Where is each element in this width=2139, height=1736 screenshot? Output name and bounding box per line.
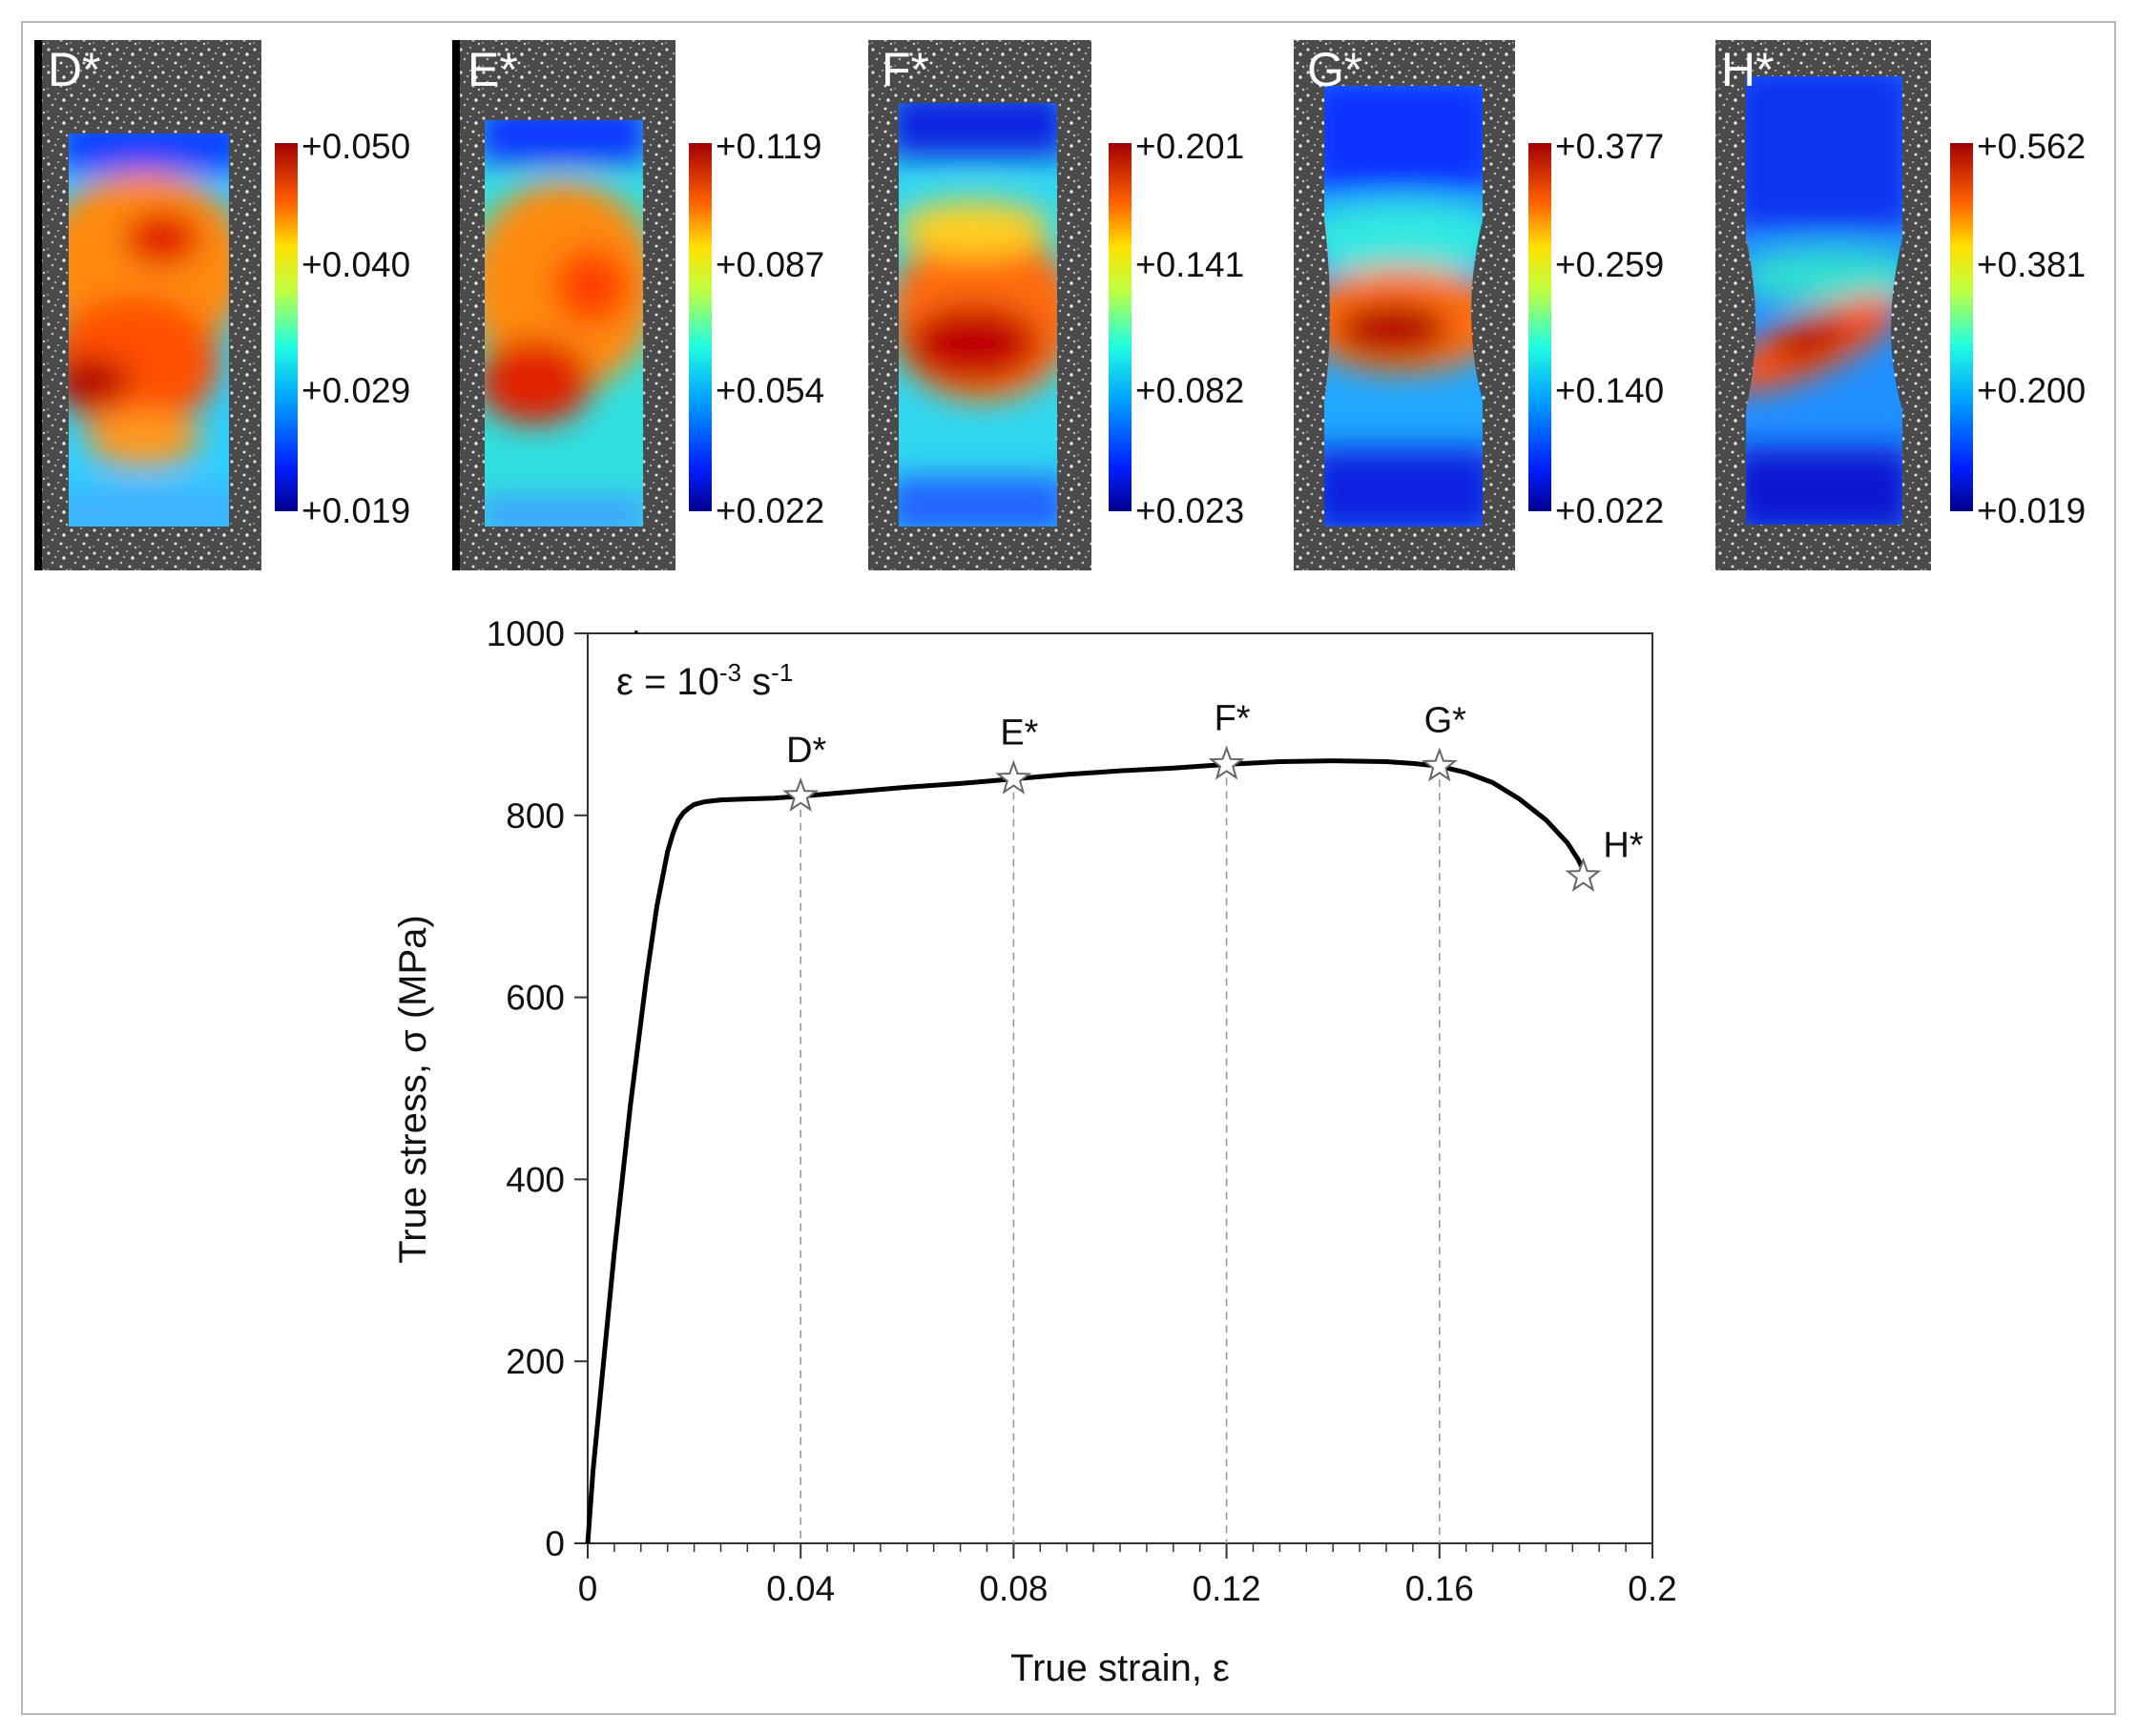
panel-label: D* [48, 43, 101, 96]
colorbar [689, 143, 712, 511]
colorbar-tick: +0.019 [301, 491, 410, 530]
specimen-edge [34, 40, 42, 570]
colorbar-tick: +0.087 [716, 245, 824, 284]
marker-label: G* [1424, 700, 1467, 740]
dic-panel-e: E* +0.119 +0.087 +0.054 +0.022 [452, 40, 824, 570]
stress-strain-chart: 0 0.04 0.08 0.12 0.16 0.2 0 200 400 600 800 1000 D… [392, 614, 1677, 1689]
colorbar-tick: +0.201 [1135, 127, 1244, 166]
panel-label: H* [1721, 43, 1775, 96]
marker-guides [800, 764, 1441, 1543]
x-tick-label: 0.16 [1405, 1569, 1474, 1608]
colorbar-tick: +0.019 [1977, 491, 2086, 530]
marker-label: H* [1603, 826, 1643, 866]
strain-rate-symbol: ε [616, 661, 633, 703]
colorbar-tick: +0.050 [301, 127, 410, 166]
marker-star [1421, 747, 1458, 782]
x-tick-label: 0.04 [766, 1569, 835, 1608]
marker-label: F* [1215, 698, 1251, 738]
figure-frame [21, 21, 2116, 1715]
x-axis-ticks: 0 0.04 0.08 0.12 0.16 0.2 [578, 1543, 1677, 1608]
y-tick-label: 200 [506, 1342, 565, 1381]
colorbar [1109, 143, 1132, 511]
colorbar [275, 143, 298, 511]
dot-accent: ˙ [632, 625, 644, 667]
colorbar-tick: +0.054 [716, 371, 824, 410]
marker-star [782, 776, 820, 812]
colorbar-tick: +0.141 [1135, 245, 1244, 284]
colorbar-tick: +0.381 [1977, 245, 2086, 284]
marker-label: D* [786, 731, 826, 771]
y-tick-label: 600 [506, 979, 565, 1018]
colorbar-tick: +0.259 [1555, 245, 1664, 284]
marker-star [995, 759, 1032, 795]
strain-field [899, 103, 1057, 527]
panel-label: G* [1307, 43, 1362, 96]
colorbar-tick: +0.022 [1555, 491, 1664, 530]
dic-panel-f: F* +0.201 +0.141 +0.082 +0.023 [868, 40, 1244, 570]
marker-star [1208, 745, 1245, 780]
strain-field [1324, 86, 1483, 527]
strain-rate-value: = 10 [633, 661, 719, 703]
panel-label: F* [882, 43, 929, 96]
dic-panel-g: G* +0.377 +0.259 +0.140 +0.022 [1294, 40, 1664, 570]
colorbar-tick: +0.562 [1977, 127, 2086, 166]
marker-star [1565, 857, 1602, 892]
strain-field [69, 134, 229, 527]
colorbar-tick: +0.119 [716, 127, 821, 166]
x-tick-label: 0.08 [979, 1569, 1048, 1608]
y-axis-label: True stress, σ (MPa) [392, 915, 434, 1263]
stress-strain-curve [585, 758, 1586, 1544]
colorbar-tick: +0.200 [1977, 371, 2086, 410]
x-tick-label: 0.12 [1193, 1569, 1261, 1608]
marker-label: E* [1000, 713, 1038, 754]
panel-label: E* [467, 43, 518, 96]
x-tick-label: 0 [578, 1569, 598, 1608]
strain-rate-annotation: ε = 10-3 s-1 [616, 658, 793, 703]
colorbar-tick: +0.023 [1135, 491, 1244, 530]
y-tick-label: 800 [506, 796, 565, 836]
strain-field [1746, 76, 1902, 525]
colorbar-tick: +0.377 [1555, 127, 1664, 166]
x-axis-label: True strain, ε [1010, 1647, 1230, 1689]
colorbar [1950, 143, 1973, 511]
colorbar-tick: +0.082 [1135, 371, 1244, 410]
colorbar [1528, 143, 1551, 511]
y-axis-ticks: 0 200 400 600 800 1000 [487, 614, 588, 1563]
y-tick-label: 1000 [487, 614, 565, 653]
colorbar-tick: +0.029 [301, 371, 410, 410]
colorbar-tick: +0.140 [1555, 371, 1664, 410]
y-tick-label: 400 [506, 1160, 565, 1199]
strain-rate-unit: s [741, 661, 771, 703]
x-tick-label: 0.2 [1628, 1569, 1676, 1608]
strain-rate-exponent: -3 [719, 658, 741, 687]
colorbar-tick: +0.022 [716, 491, 824, 530]
dic-panel-h: H* +0.562 +0.381 +0.200 +0.019 [1715, 40, 2086, 570]
strain-rate-unit-exponent: -1 [771, 658, 793, 687]
colorbar-tick: +0.040 [301, 245, 410, 284]
strain-field [485, 120, 643, 527]
specimen-edge [452, 40, 460, 570]
markers: D* E* F* G* H* [782, 698, 1644, 892]
y-tick-label: 0 [545, 1524, 565, 1563]
dic-panel-d: D* +0.050 +0.040 +0.029 +0.019 [34, 40, 410, 570]
